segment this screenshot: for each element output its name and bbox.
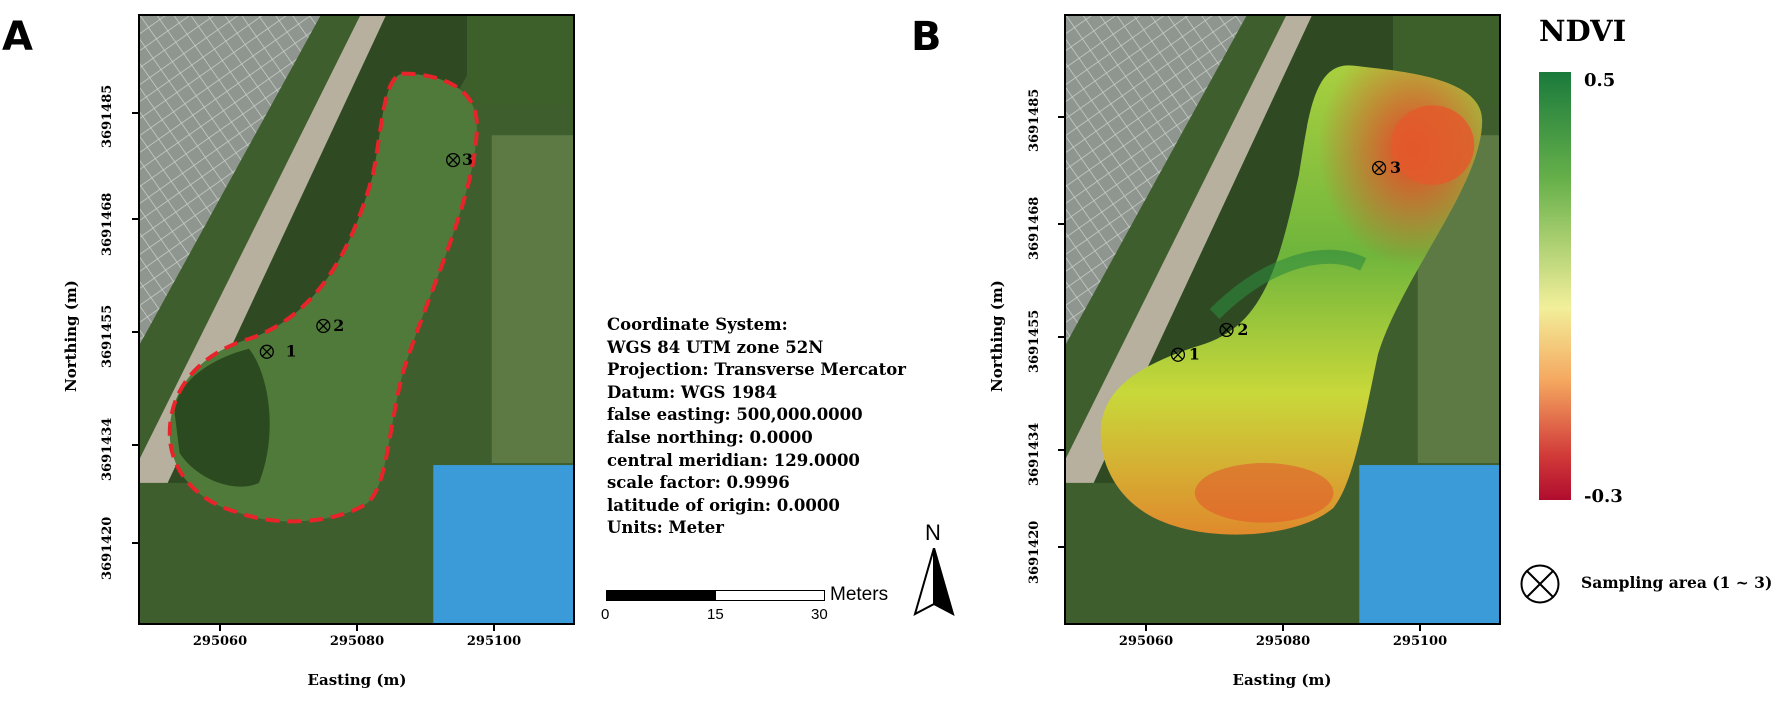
panel-b-x-tick-2: 295080 [1255,634,1311,649]
marker-label-2: 2 [1237,320,1248,339]
marker-label-3: 3 [462,150,473,169]
info-line: central meridian: 129.0000 [607,450,860,470]
ndvi-legend-title: NDVI [1539,14,1627,48]
info-line: Datum: WGS 1984 [607,382,778,402]
ndvi-min-label: -0.3 [1584,486,1623,507]
panel-b-y-tick-2: 3691468 [1027,196,1042,260]
panel-b-map: 1 2 3 [1064,14,1501,625]
info-line: Units: Meter [607,518,724,538]
ndvi-max-label: 0.5 [1584,70,1616,91]
panel-b-ndvi-image: 1 2 3 [1066,16,1499,623]
panel-a-letter: A [2,14,33,60]
panel-a-map: 1 2 3 [138,14,575,625]
coordinate-system-info: Coordinate System: WGS 84 UTM zone 52N P… [607,314,906,540]
sampling-area-icon [1520,564,1560,604]
panel-a-y-tick-4: 3691434 [100,417,115,481]
sampling-marker-1 [1170,347,1186,362]
info-line: Projection: Transverse Mercator [607,360,906,380]
sampling-marker-2 [1219,322,1234,338]
panel-b-x-tick-3: 295100 [1392,634,1448,649]
panel-b-y-title: Northing (m) [988,280,1006,392]
panel-a-y-title: Northing (m) [62,280,80,392]
low-ndvi-zone [1390,105,1475,185]
panel-b-y-tick-3: 3691455 [1027,309,1042,373]
panel-a-y-tick-2: 3691468 [100,192,115,256]
sampling-area-legend: Sampling area (1 ~ 3) [1581,573,1773,592]
field-boundary [167,71,479,524]
panel-b-x-tick-1: 295060 [1118,634,1174,649]
greenhouse-area [140,16,321,344]
info-line: false easting: 500,000.0000 [607,405,863,425]
panel-b-y-tick-4: 3691434 [1027,422,1042,486]
scale-unit: Meters [830,584,889,605]
marker-label-1: 1 [1189,345,1200,364]
panel-a-x-tick-2: 295080 [329,634,385,649]
marker-label-1: 1 [286,342,297,361]
marker-label-2: 2 [333,316,344,335]
panel-b-letter: B [911,14,942,60]
sampling-marker-3 [446,152,461,168]
panel-b-x-title: Easting (m) [1232,671,1332,689]
sampling-marker-1 [259,344,274,359]
sampling-marker-3 [1372,160,1387,176]
info-line: Coordinate System: [607,315,788,334]
info-line: WGS 84 UTM zone 52N [607,337,824,357]
panel-a-y-tick-1: 3691485 [100,84,115,148]
marker-label-3: 3 [1390,158,1401,177]
panel-a-x-tick-3: 295100 [466,634,522,649]
panel-a-x-tick-1: 295060 [192,634,248,649]
blue-roof [433,465,573,623]
panel-a-y-tick-5: 3691420 [100,516,115,580]
panel-a-aerial-image: 1 2 3 [140,16,573,623]
scale-bar [606,590,825,601]
info-line: scale factor: 0.9996 [607,473,790,493]
scale-label-30: 30 [811,606,828,623]
sampling-marker-2 [316,318,331,334]
info-line: false northing: 0.0000 [607,427,813,447]
panel-a-y-tick-3: 3691455 [100,304,115,368]
scale-label-0: 0 [601,606,610,623]
north-arrow-icon [913,548,955,616]
panel-a-x-title: Easting (m) [307,671,407,689]
north-label: N [925,520,941,545]
panel-b-y-tick-1: 3691485 [1027,88,1042,152]
info-line: latitude of origin: 0.0000 [607,495,840,515]
ndvi-colorbar [1539,72,1571,500]
panel-b-y-tick-5: 3691420 [1027,520,1042,584]
scale-label-15: 15 [707,606,724,623]
